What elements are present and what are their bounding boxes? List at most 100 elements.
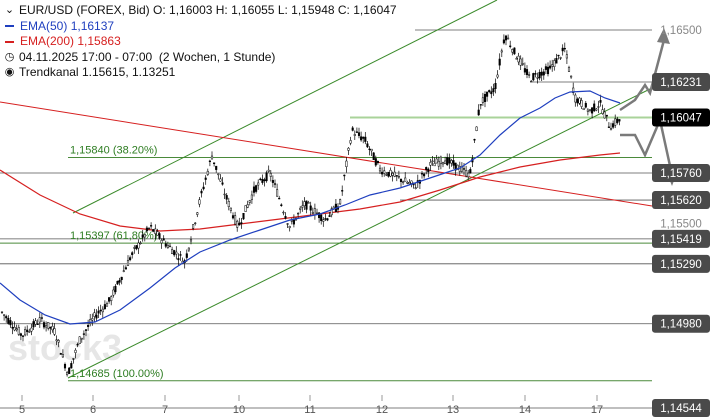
candle-body [494, 83, 497, 89]
candle-body [135, 245, 138, 250]
candle-body [408, 182, 411, 185]
candle-body [603, 111, 606, 119]
candle-body [175, 251, 178, 255]
candle-body [532, 73, 535, 81]
candle-body [273, 183, 277, 185]
candle-body [504, 35, 508, 41]
candle-body [355, 131, 358, 133]
candle-body [544, 66, 547, 70]
candle-body [30, 327, 33, 332]
ema50-layer [0, 90, 621, 325]
candle-body [286, 223, 289, 225]
time-axis-label: 10 [233, 404, 245, 416]
legend-ema50-row[interactable]: EMA(50) 1,16137 [4, 19, 397, 35]
candle-body [288, 225, 291, 229]
candle-body [618, 119, 621, 122]
candle-body [0, 311, 4, 313]
candle-body [477, 109, 480, 116]
legend-ema200-row[interactable]: EMA(200) 1,15863 [4, 34, 397, 50]
candle-body [238, 222, 241, 226]
candle-body [326, 218, 329, 221]
projection-layer [619, 28, 678, 186]
candle-body [609, 128, 613, 131]
candle-body [469, 169, 472, 174]
candle-body [59, 353, 62, 355]
candle-body [51, 325, 54, 331]
price-axis-box [652, 72, 710, 91]
candle-body [614, 118, 617, 126]
price-axis-box [652, 164, 710, 183]
horizontal-levels-layer [0, 29, 652, 409]
legend-trend-row[interactable]: ◉ Trendkanal 1.15615, 1.13251 [4, 65, 397, 81]
candle-body [17, 327, 20, 335]
candle-body [3, 314, 6, 316]
candle-body [252, 186, 256, 193]
candle-body [297, 212, 300, 215]
candle-body [97, 310, 100, 314]
chevron-down-icon[interactable]: ⌄ [4, 4, 15, 16]
candle-body [591, 107, 594, 114]
candle-body [118, 280, 121, 283]
candle-body [145, 227, 148, 232]
candle-body [93, 312, 96, 317]
candle-body [597, 106, 600, 108]
candle-body [108, 297, 111, 302]
candle-body [351, 127, 354, 131]
candle-body [70, 363, 73, 369]
candle-body [282, 211, 285, 214]
candle-body [435, 158, 438, 164]
candle-body [143, 234, 146, 238]
candle-body [28, 331, 31, 333]
candle-body [318, 212, 321, 219]
candle-body [162, 238, 165, 241]
trend-label: Trendkanal [19, 65, 79, 80]
candle-body [166, 244, 169, 248]
candle-body [570, 75, 573, 78]
candle-body [555, 58, 558, 64]
candle-body [540, 71, 543, 76]
candle-body [364, 136, 367, 142]
candle-body [588, 109, 592, 111]
fibonacci-layer: 1,15840 (38.20%) 1,15397 (61,80%) 1,14685 … [0, 145, 652, 382]
candle-body [185, 253, 188, 258]
candle-body [40, 317, 43, 319]
candle-body [357, 132, 361, 136]
candle-body [80, 337, 83, 340]
candle-body [189, 239, 193, 242]
candle-body [204, 177, 207, 180]
candle-body [376, 160, 379, 164]
candle-body [160, 240, 163, 244]
ema50-line [0, 90, 621, 325]
candle-body [210, 155, 214, 160]
candle-body [177, 258, 180, 261]
candle-body [150, 225, 153, 227]
period-range: 04.11.2025 17:00 - 07:00 [19, 49, 153, 64]
candle-body [15, 328, 18, 331]
candle-body [578, 97, 581, 104]
candle-body [395, 175, 398, 177]
candle-body [87, 325, 90, 327]
candle-body [572, 87, 575, 93]
candle-body [391, 173, 394, 176]
candle-body [248, 200, 251, 203]
candle-body [320, 214, 323, 222]
candle-body [525, 69, 529, 76]
candle-body [553, 60, 556, 67]
ohlc-close: C: 1,16047 [337, 3, 397, 17]
candle-body [307, 202, 310, 204]
candle-body [410, 180, 413, 184]
candle-body [467, 172, 470, 178]
candle-body [454, 162, 457, 171]
price-axis-label: 1,14980 [660, 319, 702, 331]
candle-body [147, 227, 151, 230]
candle-body [313, 208, 316, 216]
candle-body [343, 174, 346, 177]
candle-body [137, 242, 140, 249]
ohlc-low: L: 1,15948 [277, 3, 335, 17]
price-axis-box [652, 314, 710, 333]
time-axis-label: 17 [591, 404, 603, 416]
candle-body [271, 180, 274, 183]
price-axis-label: 1,16231 [660, 77, 702, 89]
